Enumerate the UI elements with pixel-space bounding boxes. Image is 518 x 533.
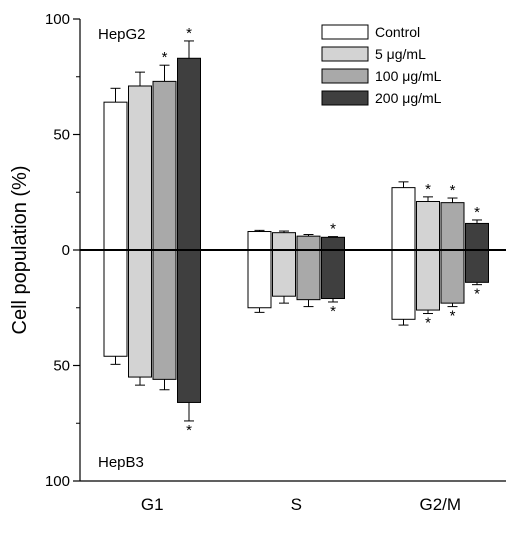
bar-top-g1-series-1 [103, 101, 128, 251]
x-category-label: G2/M [419, 495, 461, 514]
y-tick-label: 50 [53, 127, 70, 144]
significance-marker-top: * [162, 49, 168, 66]
bar-bottom-g1-series-1 [103, 249, 128, 357]
significance-marker-top: * [425, 181, 431, 198]
bar-top-s-series-1 [247, 231, 272, 251]
legend-label: 5 μg/mL [375, 46, 426, 62]
x-category-label: S [291, 495, 302, 514]
bottom-panel-label: HepB3 [98, 454, 144, 471]
bar-top-g2m-series-3 [440, 202, 465, 251]
bar-bottom-g1-series-4 [177, 249, 201, 403]
bar-bottom-s-series-4 [321, 249, 345, 300]
significance-marker-top: * [186, 25, 192, 42]
significance-marker-top: * [330, 221, 336, 238]
bar-bottom-s-series-2 [272, 249, 296, 297]
legend-swatch [321, 90, 369, 106]
bar-bottom-g2m-series-2 [416, 249, 440, 311]
top-panel-label: HepG2 [98, 26, 146, 43]
y-tick-label: 50 [53, 358, 70, 375]
legend-swatch [321, 46, 369, 62]
bar-top-g2m-series-2 [416, 200, 440, 251]
bar-bottom-g2m-series-4 [465, 249, 489, 283]
significance-marker-bottom: * [425, 315, 431, 332]
bar-top-g1-series-3 [152, 80, 177, 251]
bar-top-g1-series-4 [177, 57, 201, 251]
y-tick-label: 100 [45, 11, 70, 28]
significance-marker-top: * [474, 204, 480, 221]
legend-label: 200 μg/mL [375, 90, 442, 106]
significance-marker-bottom: * [186, 422, 192, 439]
legend-label: Control [375, 24, 420, 40]
significance-marker-bottom: * [450, 308, 456, 325]
bar-bottom-s-series-3 [296, 249, 321, 301]
y-tick-label: 0 [62, 242, 70, 259]
bar-top-s-series-4 [321, 236, 345, 251]
bar-top-g1-series-2 [128, 85, 152, 251]
bar-bottom-s-series-1 [247, 249, 272, 309]
bar-bottom-g1-series-2 [128, 249, 152, 378]
bar-bottom-g2m-series-1 [391, 249, 416, 320]
bar-top-s-series-3 [296, 235, 321, 251]
legend-swatch [321, 68, 369, 84]
significance-marker-top: * [450, 182, 456, 199]
y-axis-label: Cell population (%) [9, 166, 31, 335]
significance-marker-bottom: * [330, 303, 336, 320]
bar-top-s-series-2 [272, 232, 296, 251]
significance-marker-bottom: * [474, 286, 480, 303]
x-category-label: G1 [141, 495, 164, 514]
legend-swatch [321, 24, 369, 40]
legend-label: 100 μg/mL [375, 68, 442, 84]
bar-top-g2m-series-1 [391, 187, 416, 251]
bar-bottom-g1-series-3 [152, 249, 177, 380]
y-tick-label: 100 [45, 473, 70, 490]
bar-top-g2m-series-4 [465, 222, 489, 251]
bar-bottom-g2m-series-3 [440, 249, 465, 304]
